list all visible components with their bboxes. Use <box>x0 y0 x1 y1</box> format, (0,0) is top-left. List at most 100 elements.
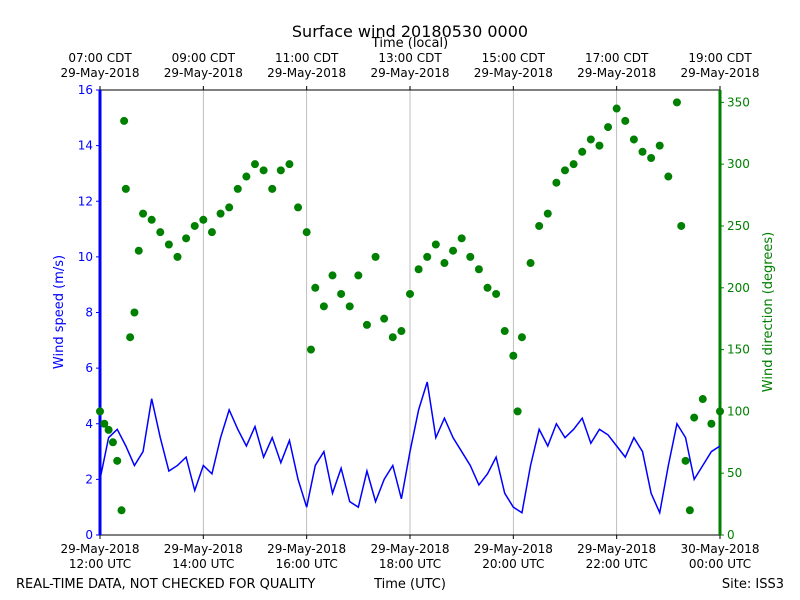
y-tick-label: 14 <box>78 139 93 153</box>
direction-point <box>164 240 173 249</box>
direction-point <box>526 259 535 268</box>
y2-axis-label: Wind direction (degrees) <box>761 232 776 392</box>
direction-point <box>362 320 371 329</box>
direction-point <box>354 271 363 280</box>
direction-point <box>698 395 707 404</box>
direction-point <box>268 184 277 193</box>
direction-point <box>397 327 406 336</box>
y2-tick-label: 150 <box>727 343 750 357</box>
direction-point <box>100 419 109 428</box>
y-tick-label: 4 <box>85 417 93 431</box>
direction-point <box>517 333 526 342</box>
y-tick-label: 6 <box>85 361 93 375</box>
direction-point <box>449 246 458 255</box>
direction-point <box>612 104 621 113</box>
x2-tick-label: 09:00 CDT 29-May-2018 <box>163 51 243 80</box>
direction-point <box>535 221 544 230</box>
direction-point <box>655 141 664 150</box>
x-tick-label: 30-May-2018 00:00 UTC <box>680 542 760 571</box>
direction-point <box>147 215 156 224</box>
direction-point <box>139 209 148 218</box>
direction-point <box>414 265 423 274</box>
direction-point <box>604 123 613 132</box>
direction-point <box>104 425 113 434</box>
direction-point <box>113 456 122 465</box>
x2-tick-label: 13:00 CDT 29-May-2018 <box>370 51 450 80</box>
direction-point <box>406 289 414 298</box>
x-tick-label: 29-May-2018 20:00 UTC <box>473 542 553 571</box>
y-tick-label: 10 <box>78 250 93 264</box>
footer-left: REAL-TIME DATA, NOT CHECKED FOR QUALITY <box>16 577 315 592</box>
direction-point <box>685 506 694 515</box>
direction-point <box>302 228 311 237</box>
direction-point <box>492 289 501 298</box>
direction-point <box>285 160 294 169</box>
direction-point <box>664 172 673 181</box>
x-tick-label: 29-May-2018 12:00 UTC <box>60 542 140 571</box>
direction-point <box>328 271 337 280</box>
y2-tick-label: 50 <box>727 466 742 480</box>
y2-tick-label: 100 <box>727 404 750 418</box>
direction-point <box>466 252 475 261</box>
direction-point <box>716 407 724 416</box>
direction-point <box>638 147 647 156</box>
y2-tick-label: 200 <box>727 281 750 295</box>
direction-point <box>117 506 126 515</box>
direction-point <box>371 252 380 261</box>
y2-tick-label: 250 <box>727 219 750 233</box>
direction-point <box>126 333 135 342</box>
direction-point <box>242 172 251 181</box>
direction-point <box>543 209 552 218</box>
y2-tick-label: 350 <box>727 95 750 109</box>
direction-point <box>681 456 690 465</box>
direction-point <box>677 221 686 230</box>
direction-point <box>440 259 449 268</box>
direction-point <box>182 234 191 243</box>
direction-point <box>199 215 208 224</box>
direction-point <box>120 116 129 125</box>
x-axis-label: Time (UTC) <box>373 577 446 592</box>
direction-point <box>483 283 492 292</box>
direction-point <box>595 141 604 150</box>
y-tick-label: 2 <box>85 472 93 486</box>
x2-axis-label: Time (local) <box>371 36 448 51</box>
direction-point <box>134 246 143 255</box>
direction-point <box>647 153 656 162</box>
direction-point <box>509 351 518 360</box>
direction-point <box>586 135 595 144</box>
footer-right: Site: ISS3 <box>722 577 784 592</box>
x-tick-label: 29-May-2018 16:00 UTC <box>267 542 347 571</box>
direction-point <box>707 419 716 428</box>
x2-tick-label: 07:00 CDT 29-May-2018 <box>60 51 140 80</box>
direction-point <box>552 178 561 187</box>
y-tick-label: 12 <box>78 194 93 208</box>
direction-point <box>337 289 346 298</box>
direction-point <box>130 308 139 317</box>
direction-point <box>207 228 216 237</box>
y-tick-label: 8 <box>85 306 93 320</box>
direction-point <box>251 160 259 169</box>
direction-point <box>216 209 225 218</box>
direction-point <box>276 166 285 175</box>
direction-point <box>190 221 199 230</box>
direction-point <box>569 160 578 169</box>
y-tick-label: 0 <box>85 528 93 542</box>
direction-point <box>345 302 354 311</box>
y2-tick-label: 300 <box>727 157 750 171</box>
y2-tick-label: 0 <box>727 528 735 542</box>
x-tick-label: 29-May-2018 22:00 UTC <box>577 542 657 571</box>
x2-tick-label: 15:00 CDT 29-May-2018 <box>473 51 553 80</box>
direction-point <box>96 407 104 416</box>
direction-point <box>457 234 466 243</box>
direction-point <box>690 413 699 422</box>
x-tick-label: 29-May-2018 18:00 UTC <box>370 542 450 571</box>
x2-tick-label: 19:00 CDT 29-May-2018 <box>680 51 760 80</box>
direction-point <box>306 345 315 354</box>
direction-point <box>621 116 630 125</box>
direction-point <box>259 166 268 175</box>
direction-point <box>561 166 569 175</box>
direction-point <box>431 240 440 249</box>
direction-point <box>121 184 130 193</box>
direction-point <box>294 203 303 212</box>
direction-point <box>173 252 182 261</box>
